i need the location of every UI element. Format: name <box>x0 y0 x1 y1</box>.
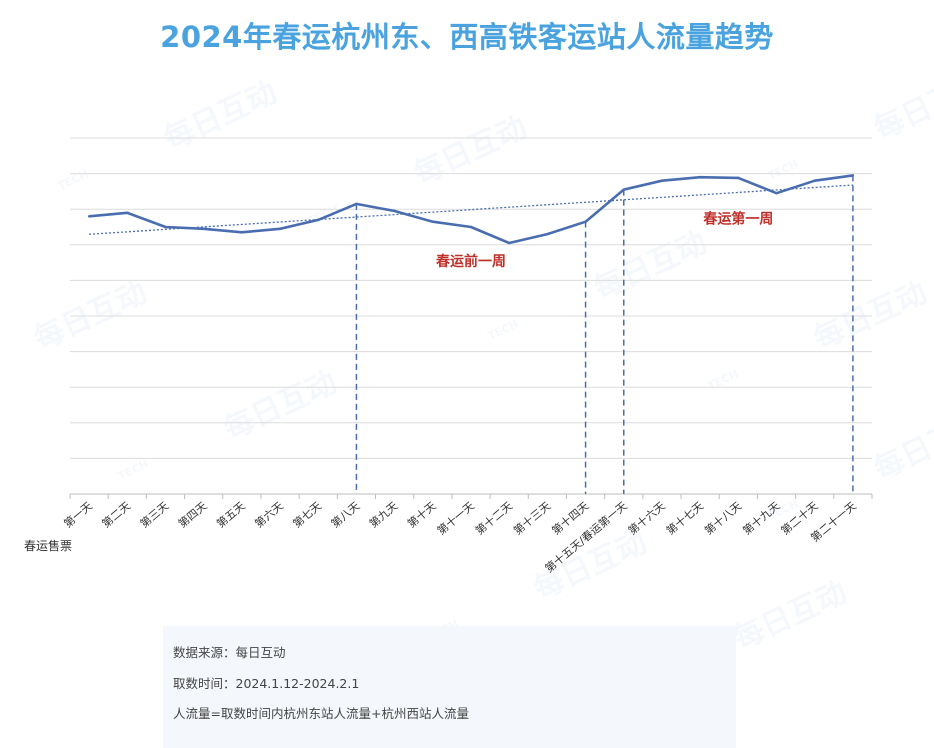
x-tick-label: 第十二天 <box>472 499 515 538</box>
x-tick-label: 第九天 <box>366 499 400 531</box>
data-point <box>851 174 855 177</box>
x-tick-label: 第六天 <box>252 499 286 531</box>
data-point <box>737 176 740 180</box>
data-point <box>469 225 473 229</box>
note-definition: 人流量=取数时间内杭州东站人流量+杭州西站人流量 <box>173 706 469 721</box>
x-tick-label: 第十九天 <box>740 499 783 538</box>
chart-title: 2024年春运杭州东、西高铁客运站人流量趋势 <box>160 20 774 54</box>
x-tick-label: 第十一天 <box>434 499 477 538</box>
x-tick-label: 第四天 <box>175 499 209 531</box>
data-point <box>126 211 129 214</box>
x-tick-label: 第一天 <box>61 499 95 531</box>
data-point <box>584 220 587 223</box>
data-point <box>813 179 816 182</box>
notes-box: 数据来源：每日互动 取数时间：2024.1.12-2024.2.1 人流量=取数… <box>163 626 736 748</box>
data-point <box>202 227 205 230</box>
data-point <box>660 179 664 182</box>
x-tick-label: 第十三天 <box>511 499 554 538</box>
data-point <box>317 218 320 222</box>
data-point <box>698 175 702 179</box>
data-point <box>278 227 282 230</box>
x-tick-label: 第十六天 <box>625 499 668 538</box>
data-point <box>546 232 549 236</box>
trendline <box>89 184 853 235</box>
data-point <box>164 225 167 229</box>
data-point <box>431 220 435 223</box>
x-tick-label: 第十七天 <box>663 499 706 538</box>
x-tick-label: 第三天 <box>137 499 171 531</box>
period-label: 春运第一周 <box>702 211 773 228</box>
data-point <box>622 188 625 191</box>
x-tick-label: 第十八天 <box>702 499 745 538</box>
spring-sales-label: 春运售票 <box>24 539 73 553</box>
data-point <box>355 202 358 206</box>
x-tick-label: 第五天 <box>214 499 248 531</box>
x-tick-label: 第八天 <box>328 499 362 531</box>
period-label: 春运前一周 <box>435 253 506 270</box>
data-point <box>393 209 396 213</box>
data-point <box>507 241 511 245</box>
x-tick-label: 第七天 <box>290 499 324 531</box>
note-source: 数据来源：每日互动 <box>173 645 286 660</box>
data-point <box>87 215 91 218</box>
x-tick-label: 第二天 <box>99 499 133 531</box>
data-point <box>775 191 778 195</box>
note-period: 取数时间：2024.1.12-2024.2.1 <box>173 676 360 691</box>
x-tick-label: 第十天 <box>404 499 438 531</box>
data-point <box>240 231 244 234</box>
